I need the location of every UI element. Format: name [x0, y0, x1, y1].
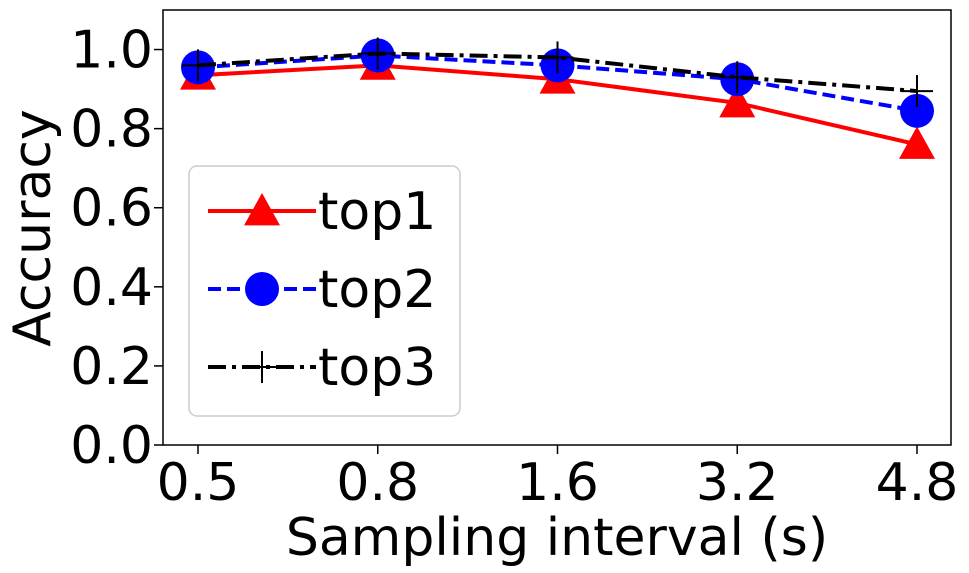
legend-label-top2: top2 — [318, 260, 436, 320]
legend-label-top1: top1 — [318, 182, 436, 242]
data-point-top3-1.6 — [541, 41, 574, 74]
y-tick-label-0.4: 0.4 — [70, 258, 153, 318]
legend-marker-top2 — [245, 272, 279, 306]
y-tick-label-1.0: 1.0 — [70, 21, 153, 81]
y-tick-label-0.6: 0.6 — [70, 179, 153, 239]
data-point-top3-0.5 — [182, 49, 214, 82]
data-point-top3-4.8 — [901, 75, 933, 108]
x-tick-label-0.5: 0.5 — [157, 453, 240, 513]
x-tick-label-1.6: 1.6 — [516, 453, 599, 513]
x-tick-label-4.8: 4.8 — [876, 453, 959, 513]
legend-label-top3: top3 — [318, 338, 436, 398]
plot-area — [180, 37, 935, 159]
x-tick-label-3.2: 3.2 — [696, 453, 779, 513]
legend-marker-top1 — [244, 193, 280, 226]
data-point-top1-3.2 — [719, 84, 756, 118]
legend-box — [188, 165, 461, 417]
data-point-top2-4.8 — [900, 93, 934, 128]
y-axis-title: Accuracy — [3, 109, 63, 346]
legend: top1 top2 top3 — [188, 165, 461, 417]
axis-ticks: 0.0 0.2 0.4 0.6 0.8 1.0 0.5 0.8 1.6 3.2 4.8 — [70, 21, 958, 513]
data-point-top3-0.8 — [361, 37, 394, 70]
legend-marker-top3 — [246, 351, 278, 383]
y-tick-label-0.2: 0.2 — [70, 337, 153, 397]
data-point-top3-3.2 — [721, 61, 754, 94]
y-tick-label-0.8: 0.8 — [70, 100, 153, 160]
x-axis-title: Sampling interval (s) — [286, 508, 828, 568]
data-point-top1-4.8 — [899, 126, 935, 159]
y-tick-label-0.0: 0.0 — [70, 416, 153, 476]
x-tick-label-0.8: 0.8 — [336, 453, 419, 513]
